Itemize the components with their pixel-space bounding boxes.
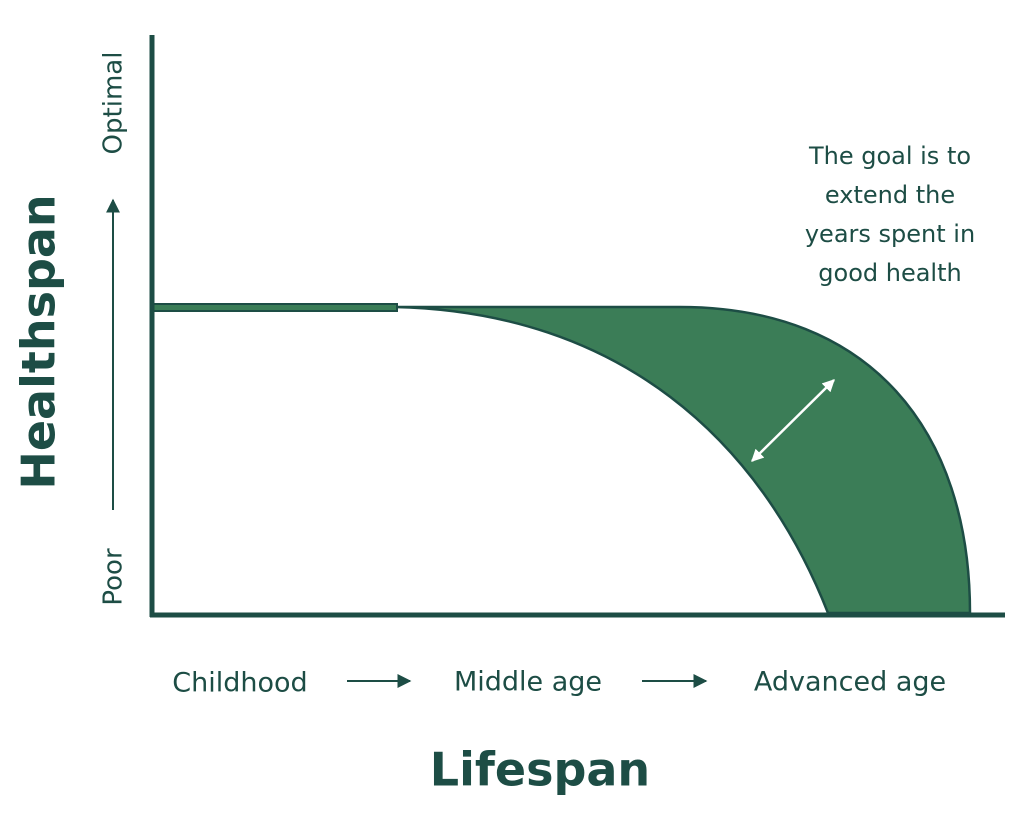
annotation-line: extend the — [825, 181, 955, 209]
flat-health-line — [151, 303, 398, 312]
healthspan-gain-area — [394, 305, 972, 615]
x-stage-label: Childhood — [172, 668, 307, 699]
x-axis-title: Lifespan — [430, 743, 650, 797]
annotation-line: years spent in — [805, 220, 975, 248]
annotation-line: good health — [818, 259, 961, 287]
extension-arrow — [751, 379, 835, 462]
x-stage-label: Advanced age — [754, 667, 946, 698]
annotation-line: The goal is to — [808, 142, 971, 170]
y-top-label: Optimal — [99, 52, 129, 155]
x-stage-label: Middle age — [454, 667, 602, 698]
y-bottom-label: Poor — [99, 548, 129, 606]
y-axis-title: Healthspan — [12, 194, 66, 489]
